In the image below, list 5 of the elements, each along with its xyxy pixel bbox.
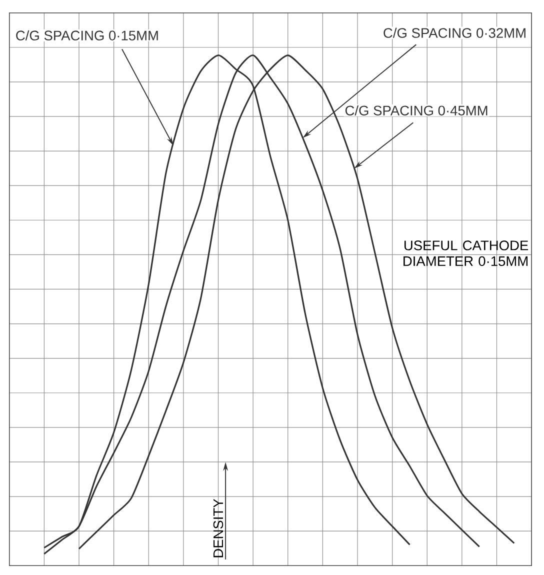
y-axis-title: DENSITY [213, 498, 223, 558]
series-label: C/G SPACING 0·45MM [345, 105, 488, 116]
annotation: USEFUL CATHODE DIAMETER 0·15MM [403, 240, 528, 266]
text: C/G SPACING 0·32MM [383, 28, 526, 38]
text: C/G SPACING 0·15MM [16, 30, 158, 40]
